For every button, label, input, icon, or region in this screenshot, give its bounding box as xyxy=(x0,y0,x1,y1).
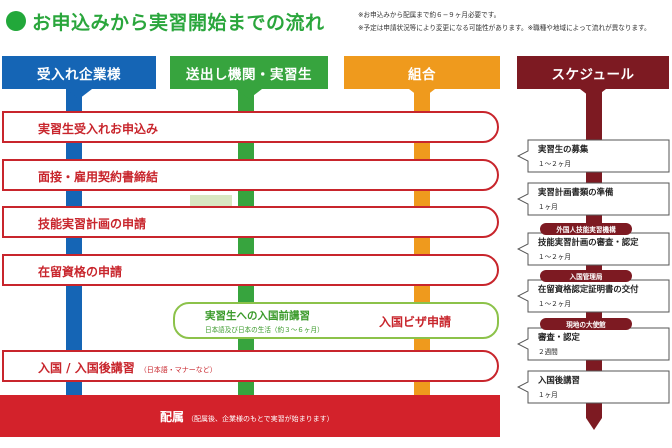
schedule-label: 審査・認定 xyxy=(538,332,580,342)
step-residence-status: 在留資格の申請 xyxy=(2,254,499,286)
schedule-item: 実習計画書類の準備 １ヶ月 xyxy=(517,182,670,216)
step-label: 技能実習計画の申請 xyxy=(38,217,147,231)
column-header-company: 受入れ企業様 xyxy=(2,56,156,99)
schedule-duration: ２週間 xyxy=(538,348,558,356)
step-entry-training: 入国 / 入国後講習 （日本語・マナーなど） xyxy=(2,350,499,382)
note-line: ※予定は申請状況等により変更になる可能性があります。※職種や地域によって流れが異… xyxy=(358,24,651,32)
schedule-label: 在留資格認定証明書の交付 xyxy=(538,284,639,294)
assignment-note: （配属後、企業様のもとで実習が始まります） xyxy=(187,415,334,423)
title-bullet-icon xyxy=(6,11,26,31)
page-title: お申込みから実習開始までの流れ xyxy=(32,12,325,34)
schedule-arrow-icon xyxy=(586,418,602,430)
column-header-label: 受入れ企業様 xyxy=(37,66,121,83)
column-header-label: スケジュール xyxy=(551,66,635,83)
schedule-callout-shape xyxy=(517,327,670,361)
step-note: （日本語・マナーなど） xyxy=(139,366,217,374)
visa-application-label: 入国ビザ申請 xyxy=(379,315,452,329)
schedule-item: 技能実習計画の審査・認定 １〜２ヶ月 xyxy=(517,232,670,266)
step-interview-contract: 面接・雇用契約書締結 xyxy=(2,159,499,191)
column-header-schedule: スケジュール xyxy=(517,56,669,99)
column-header-label: 組合 xyxy=(408,66,436,83)
schedule-item: 実習生の募集 １〜２ヶ月 xyxy=(517,139,670,173)
notes: ※お申込みから配属まで約６−９ヶ月必要です。 ※予定は申請状況等により変更になる… xyxy=(358,9,651,35)
down-arrow-icon xyxy=(236,89,262,99)
step-label: 在留資格の申請 xyxy=(38,265,123,279)
step-label: 入国 / 入国後講習 （日本語・マナーなど） xyxy=(38,359,217,376)
step-application: 実習生受入れお申込み xyxy=(2,111,499,143)
step-label: 実習生受入れお申込み xyxy=(38,122,159,136)
schedule-item: 審査・認定 ２週間 xyxy=(517,327,670,361)
schedule-label: 実習生の募集 xyxy=(538,144,589,154)
schedule-label: 実習計画書類の準備 xyxy=(538,187,614,197)
schedule-duration: １〜２ヶ月 xyxy=(538,300,571,308)
step-training-plan: 技能実習計画の申請 xyxy=(2,206,499,238)
schedule-callout-shape xyxy=(517,139,670,173)
down-arrow-icon xyxy=(409,89,435,99)
schedule-duration: １ヶ月 xyxy=(538,203,558,211)
pre-entry-training-label: 実習生への入国前講習 xyxy=(205,310,310,322)
visa-step: 実習生への入国前講習 日本語及び日本の生活（約３〜６ヶ月） 入国ビザ申請 xyxy=(173,302,499,339)
assignment-bar: 配属 （配属後、企業様のもとで実習が始まります） xyxy=(0,395,500,437)
assignment-label-text: 配属 xyxy=(160,410,185,424)
note-line: ※お申込みから配属まで約６−９ヶ月必要です。 xyxy=(358,11,501,19)
schedule-callout-shape xyxy=(517,232,670,266)
assignment-label: 配属 （配属後、企業様のもとで実習が始まります） xyxy=(160,408,334,425)
column-header-union: 組合 xyxy=(344,56,500,99)
schedule-item: 在留資格認定証明書の交付 １〜２ヶ月 xyxy=(517,279,670,313)
schedule-item: 入国後講習 １ヶ月 xyxy=(517,370,670,404)
step-label-text: 入国 / 入国後講習 xyxy=(38,361,135,375)
column-header-sending: 送出し機関・実習生 xyxy=(170,56,328,99)
schedule-duration: １ヶ月 xyxy=(538,391,558,399)
schedule-duration: １〜２ヶ月 xyxy=(538,253,571,261)
agency-badge: 入国管理局 xyxy=(540,270,632,282)
agency-badge: 現地の大使館 xyxy=(540,318,632,330)
down-arrow-icon xyxy=(66,89,92,99)
schedule-label: 技能実習計画の審査・認定 xyxy=(538,237,639,247)
column-header-label: 送出し機関・実習生 xyxy=(186,66,312,83)
pre-entry-training-note: 日本語及び日本の生活（約３〜６ヶ月） xyxy=(205,326,324,334)
agency-badge: 外国人技能実習機構 xyxy=(540,223,632,235)
schedule-callout-shape xyxy=(517,182,670,216)
step-label: 面接・雇用契約書締結 xyxy=(38,170,159,184)
schedule-duration: １〜２ヶ月 xyxy=(538,160,571,168)
schedule-callout-shape xyxy=(517,370,670,404)
schedule-callout-shape xyxy=(517,279,670,313)
schedule-label: 入国後講習 xyxy=(538,375,580,385)
